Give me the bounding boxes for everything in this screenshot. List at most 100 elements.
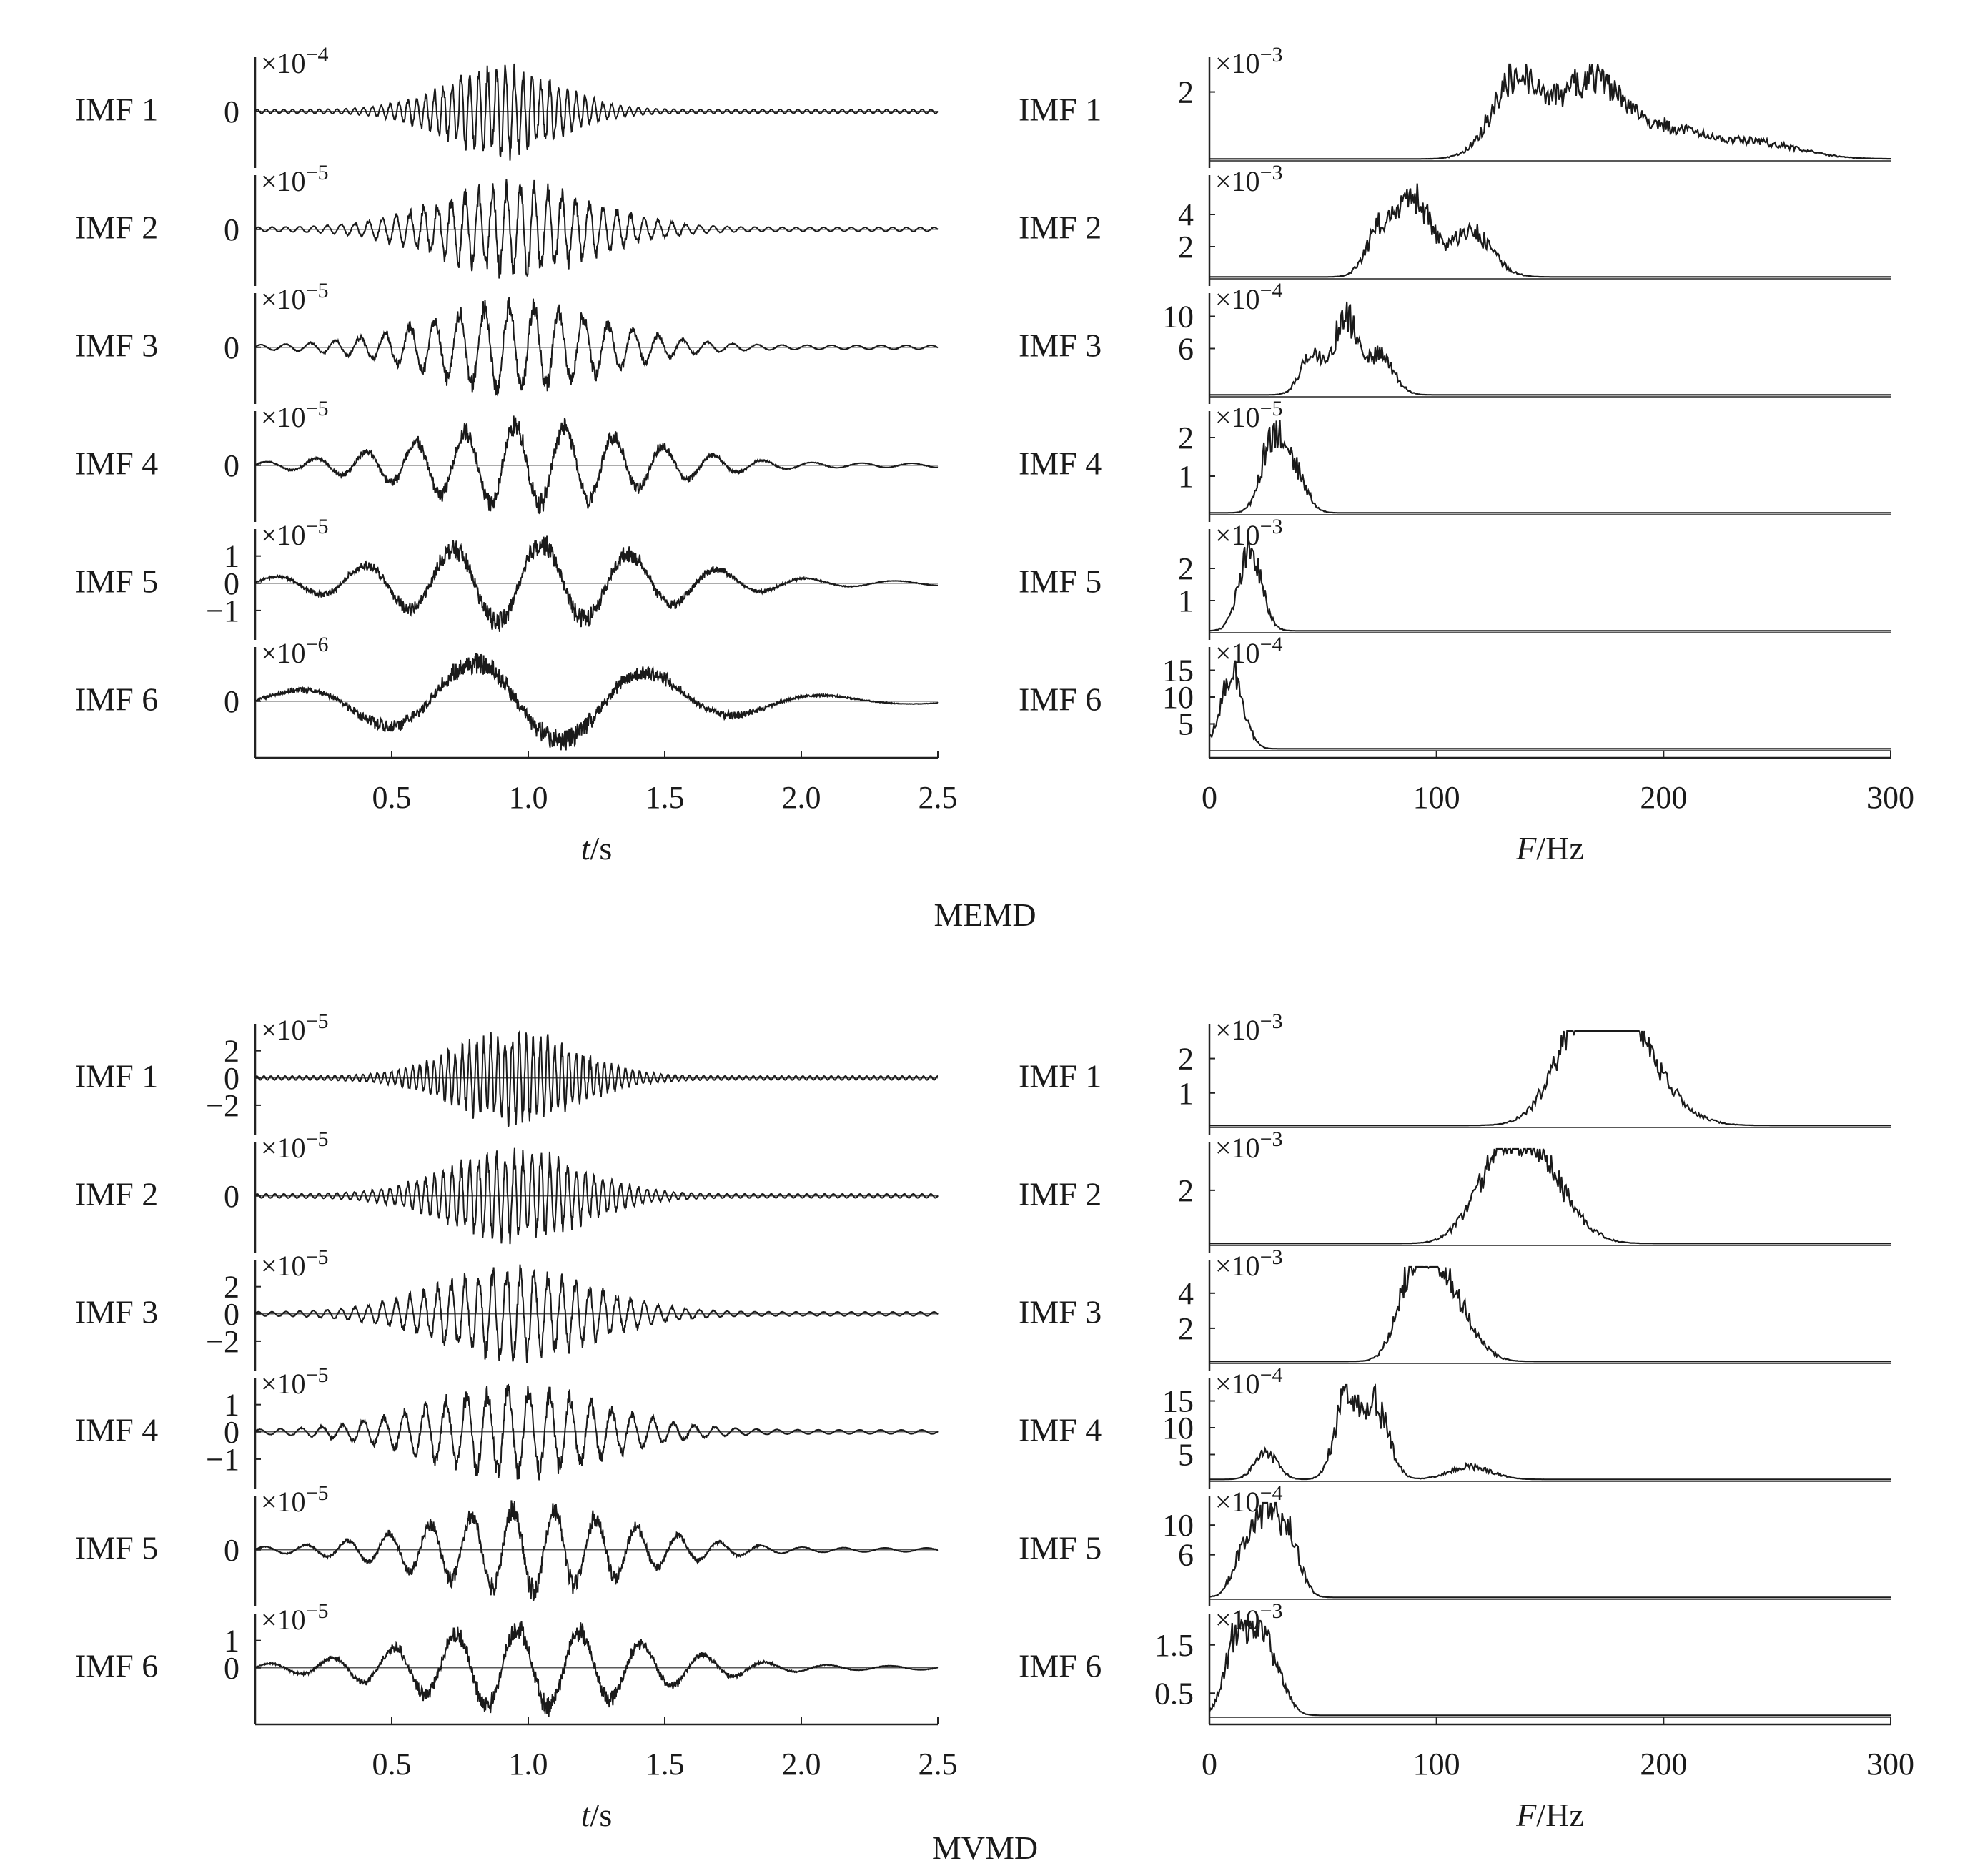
spectrum-line — [1208, 1618, 1891, 1717]
x-tick-label: 1.0 — [509, 1747, 548, 1782]
imf-label: IMF 4 — [75, 1412, 158, 1448]
y-tick-label: 2 — [1178, 420, 1194, 455]
y-tick-label: 0 — [224, 448, 239, 483]
imf-panel: IMF 3 ×10−3 42 — [1019, 1245, 1891, 1371]
exponent-label: ×10−5 — [261, 1245, 328, 1282]
imf-panel: IMF 1 ×10−4 0 — [75, 43, 939, 168]
imf-panel: IMF 4 ×10−5 2 1 — [1019, 397, 1891, 522]
imf-panel: IMF 5 ×10−3 21 — [1019, 515, 1891, 640]
y-tick-label: 10 — [1162, 1411, 1194, 1446]
imf-label: IMF 6 — [1019, 681, 1102, 718]
imf-label: IMF 2 — [1019, 1176, 1102, 1213]
y-tick-label: 10 — [1162, 1508, 1194, 1543]
spectrum-line — [1209, 1147, 1891, 1245]
imf-label: IMF 4 — [1019, 1412, 1102, 1448]
imf-label: IMF 1 — [75, 1058, 158, 1095]
y-tick-label: 2 — [1178, 75, 1194, 110]
exponent-label: ×10−6 — [261, 633, 328, 669]
y-tick-label: 0 — [224, 1533, 239, 1568]
waveform-line — [254, 415, 939, 515]
exponent-label: ×10−3 — [1215, 43, 1282, 79]
spectrum-line — [1209, 301, 1891, 396]
imf-label: IMF 3 — [75, 1294, 158, 1331]
waveform-line — [254, 1383, 939, 1481]
exponent-label: ×10−3 — [1215, 1245, 1282, 1282]
spectrum-line — [1209, 660, 1891, 750]
spectrum-line — [1209, 1383, 1891, 1481]
x-tick-label: 0.5 — [372, 780, 412, 815]
x-tick-label: 200 — [1640, 1747, 1687, 1782]
imf-panel: IMF 5 ×10−4 106 — [1019, 1481, 1891, 1606]
spectrum-line — [1209, 537, 1891, 632]
y-tick-label: 0 — [224, 94, 239, 129]
x-tick-label: 0.5 — [372, 1747, 412, 1782]
imf-panel: IMF 4 ×10−5 0 — [75, 397, 939, 522]
spectrum-line — [1209, 183, 1891, 278]
y-tick-label: 10 — [1162, 300, 1194, 335]
waveform-line — [254, 1147, 939, 1245]
waveform-line — [254, 1030, 939, 1127]
x-tick-label: 0 — [1202, 780, 1217, 815]
y-tick-label: −2 — [206, 1088, 239, 1123]
imf-label: IMF 6 — [75, 1648, 158, 1684]
imf-panel: IMF 2 ×10−3 42 — [1019, 161, 1891, 286]
y-tick-label: 2 — [1178, 1173, 1194, 1208]
waveform-line — [254, 179, 939, 279]
spectrum-line — [1209, 1501, 1891, 1599]
imf-label: IMF 1 — [1019, 1058, 1102, 1095]
y-tick-label: 0 — [224, 684, 239, 719]
exponent-label: ×10−4 — [1215, 1363, 1282, 1400]
y-tick-label: 2 — [1178, 229, 1194, 265]
imf-label: IMF 2 — [75, 1176, 158, 1213]
y-tick-label: 10 — [1162, 680, 1194, 715]
spectrum-line — [1209, 1030, 1891, 1127]
exponent-label: ×10−4 — [1215, 633, 1282, 669]
y-tick-label: 1 — [224, 1388, 239, 1423]
x-tick-label: 1.0 — [509, 780, 548, 815]
spectrum-line — [1209, 1265, 1891, 1363]
waveform-line — [254, 297, 939, 397]
x-tick-label: 2.0 — [782, 1747, 821, 1782]
imf-panel: IMF 3 ×10−5 0 — [75, 279, 939, 404]
exponent-label: ×10−5 — [261, 515, 328, 551]
exponent-label: ×10−5 — [261, 279, 328, 315]
exponent-label: ×10−3 — [1215, 1009, 1282, 1046]
y-tick-label: 6 — [1178, 1538, 1194, 1573]
x-tick-label: 2.5 — [919, 1747, 958, 1782]
y-tick-label: −1 — [206, 593, 239, 628]
x-axis-label: t/s — [581, 830, 612, 867]
waveform-line — [254, 653, 939, 751]
y-tick-label: 4 — [1178, 1276, 1194, 1311]
y-tick-label: 6 — [1178, 332, 1194, 367]
x-tick-label: 300 — [1867, 780, 1914, 815]
y-tick-label: 0 — [224, 1415, 239, 1450]
y-tick-label: 0 — [224, 330, 239, 365]
x-tick-label: 1.5 — [645, 1747, 685, 1782]
exponent-label: ×10−4 — [1215, 1481, 1282, 1518]
exponent-label: ×10−3 — [1215, 1127, 1282, 1164]
exponent-label: ×10−5 — [261, 1127, 328, 1164]
memd-time-chart: IMF 1 ×10−4 0 IMF 2 ×10−5 0 IMF 3 ×10−5 0 IMF 4 ×1… — [75, 43, 958, 867]
x-tick-label: 1.5 — [645, 780, 685, 815]
exponent-label: ×10−3 — [1215, 515, 1282, 551]
y-tick-label: 5 — [1178, 1438, 1194, 1473]
imf-panel: IMF 5 ×10−5 10−1 — [75, 515, 938, 640]
imf-label: IMF 3 — [1019, 327, 1102, 364]
memd-title: MEMD — [934, 897, 1036, 933]
exponent-label: ×10−5 — [261, 161, 328, 197]
imf-label: IMF 4 — [1019, 445, 1102, 482]
y-tick-label: −2 — [206, 1324, 239, 1359]
y-tick-label: 1 — [1178, 1076, 1194, 1111]
imf-label: IMF 1 — [1019, 92, 1102, 128]
imf-panel: IMF 6 ×10−5 10 — [75, 1599, 939, 1724]
imf-label: IMF 6 — [1019, 1648, 1102, 1684]
y-tick-label: 0.5 — [1154, 1676, 1194, 1711]
x-axis-label: t/s — [581, 1797, 612, 1833]
imf-label: IMF 3 — [75, 327, 158, 364]
imf-panel: IMF 5 ×10−5 0 — [75, 1481, 939, 1606]
waveform-line — [254, 1500, 939, 1602]
x-axis-label: F/Hz — [1515, 1797, 1584, 1833]
